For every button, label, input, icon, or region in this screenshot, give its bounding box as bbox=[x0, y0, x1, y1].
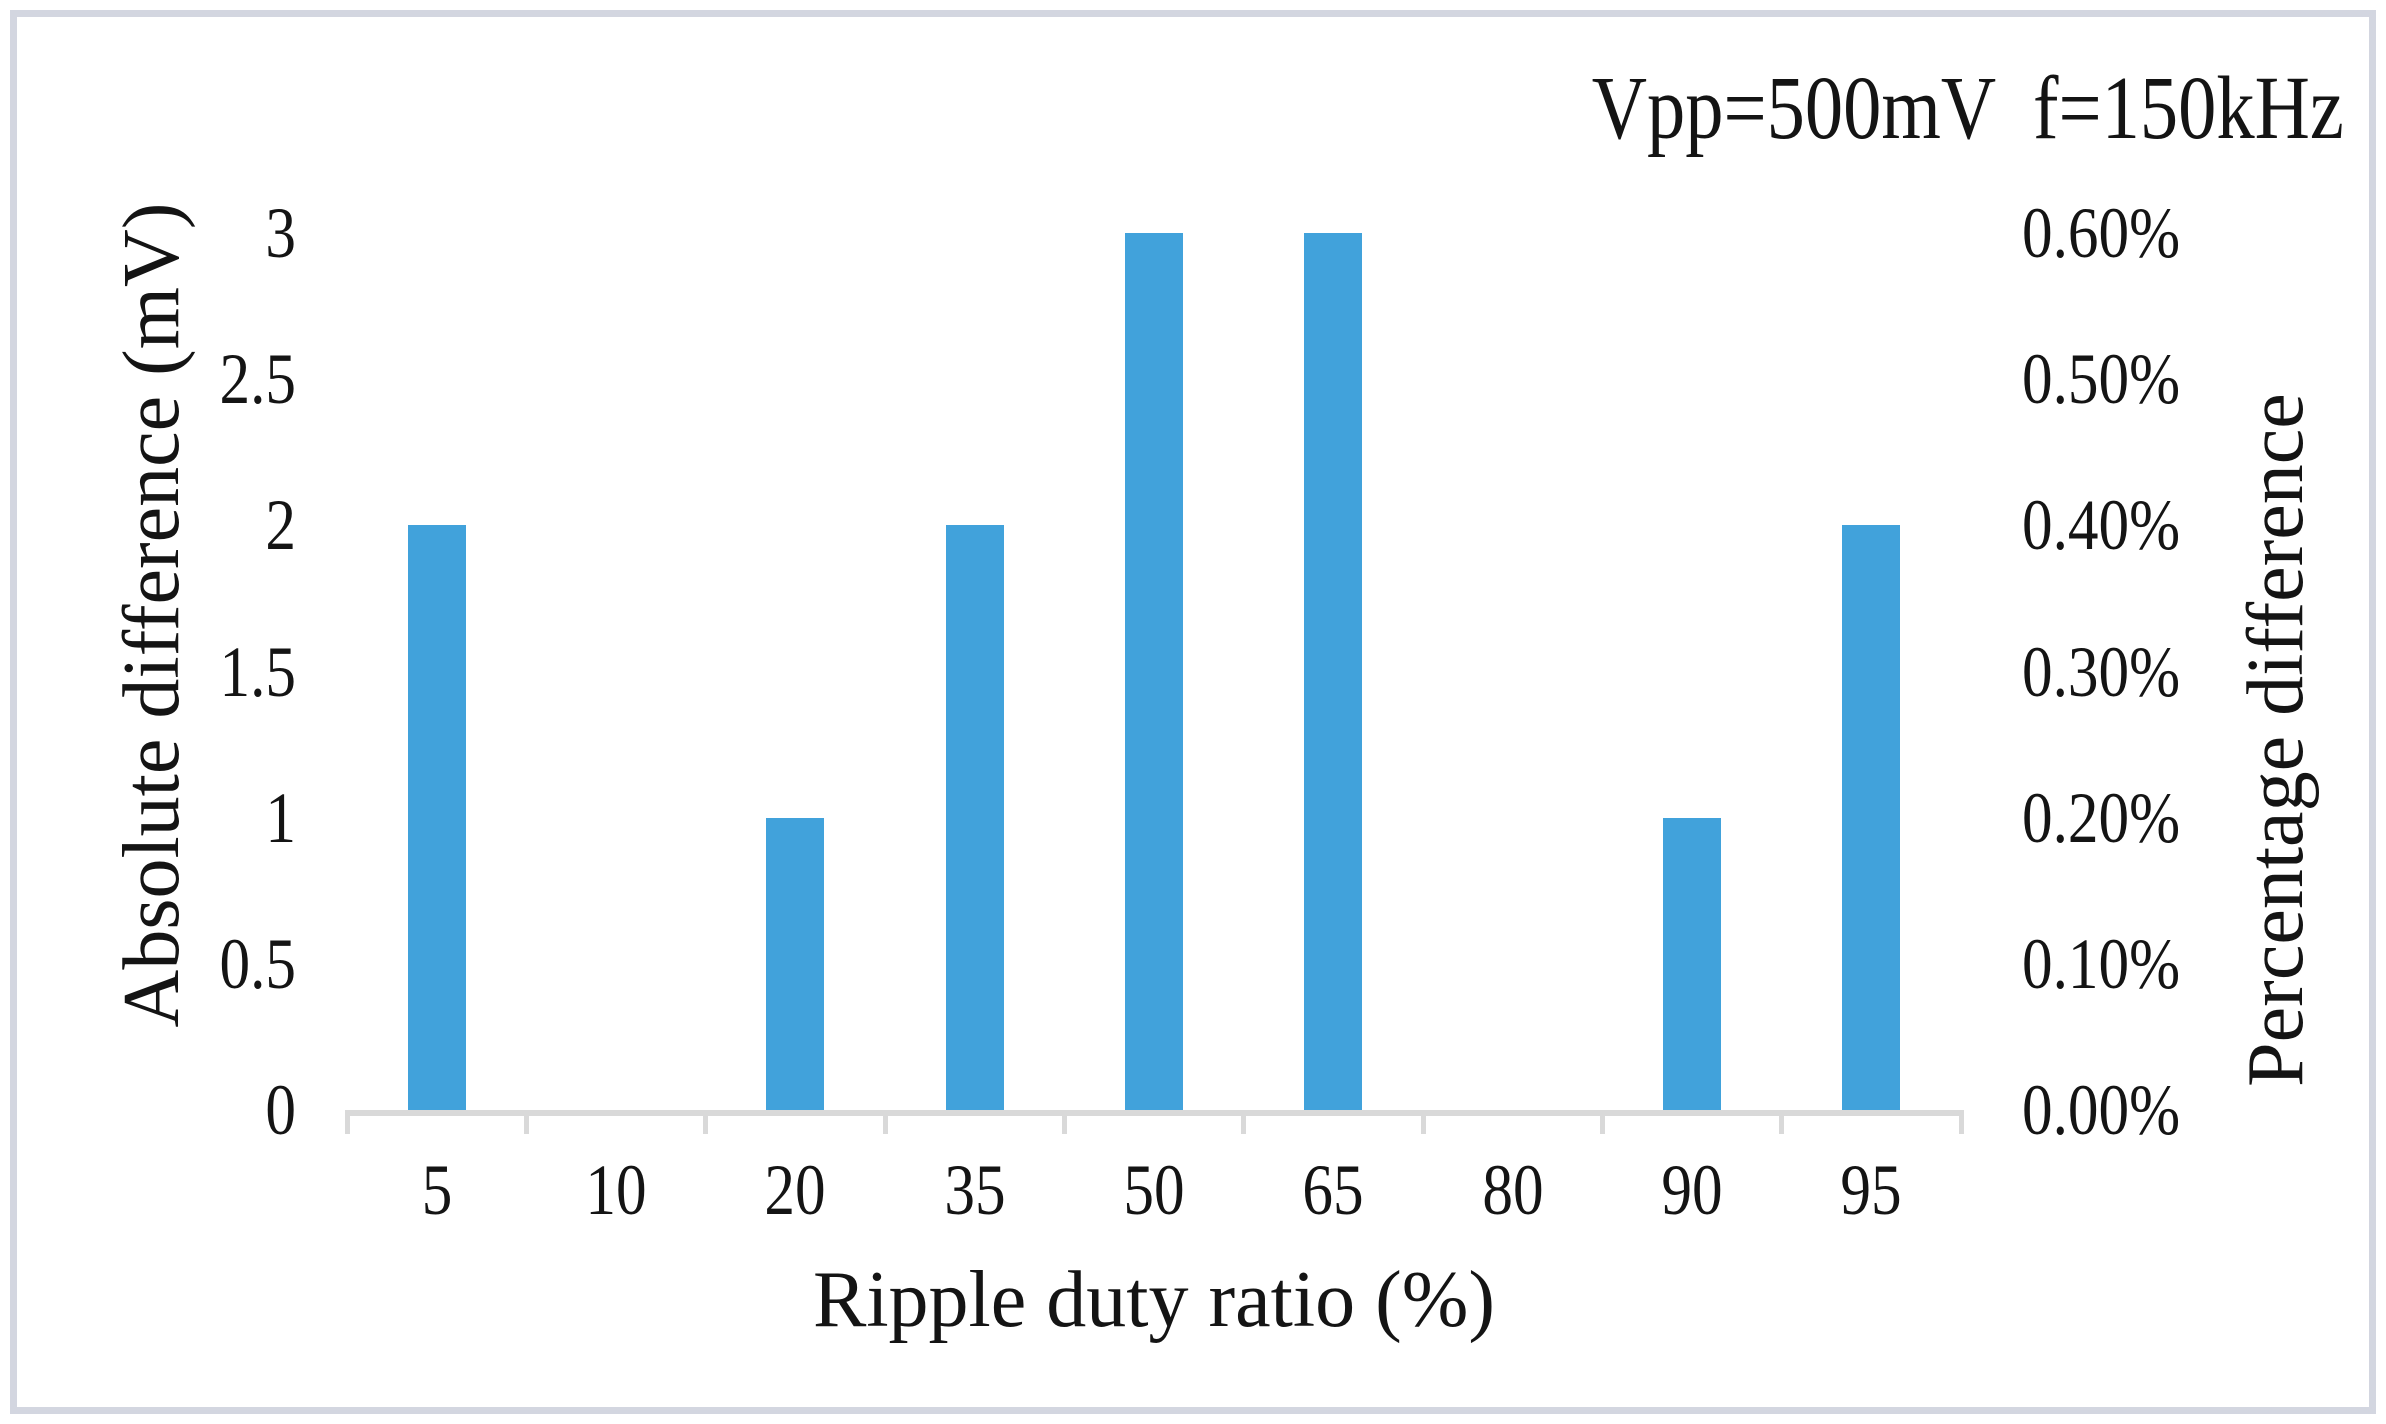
x-axis-title: Ripple duty ratio (%) bbox=[812, 1256, 1496, 1344]
left-tick-label: 3 bbox=[265, 193, 296, 273]
left-tick-label: 1 bbox=[265, 777, 296, 858]
x-tick-label: 50 bbox=[1123, 1150, 1185, 1230]
left-tick-label: 0 bbox=[265, 1070, 296, 1150]
bar bbox=[407, 525, 466, 1110]
x-axis-tick bbox=[1241, 1110, 1247, 1134]
left-tick-label: 2 bbox=[265, 485, 296, 566]
x-tick-label: 95 bbox=[1840, 1150, 1902, 1230]
right-tick-label: 0.20% bbox=[2022, 777, 2181, 858]
left-tick-label: 1.5 bbox=[219, 631, 297, 712]
x-axis-tick bbox=[1958, 1110, 1964, 1134]
bar bbox=[945, 525, 1004, 1110]
x-axis-line bbox=[347, 1110, 1961, 1116]
bar bbox=[1663, 817, 1721, 1110]
x-axis-tick bbox=[703, 1110, 709, 1134]
right-tick-label: 0.30% bbox=[2022, 631, 2181, 712]
right-tick-label: 0.50% bbox=[2022, 339, 2181, 420]
bar bbox=[1125, 233, 1183, 1110]
x-axis-tick bbox=[1599, 1110, 1605, 1134]
x-tick-label: 10 bbox=[585, 1150, 647, 1230]
x-axis-tick bbox=[344, 1110, 350, 1134]
x-axis-tick bbox=[1779, 1110, 1785, 1134]
x-axis-tick bbox=[1061, 1110, 1067, 1134]
chart-annotation: Vpp=500mV f=150kHz bbox=[1591, 59, 2344, 158]
x-tick-label: 20 bbox=[764, 1150, 826, 1230]
x-tick-label: 90 bbox=[1661, 1150, 1723, 1230]
bar bbox=[1842, 525, 1901, 1110]
right-tick-label: 0.00% bbox=[2022, 1070, 2181, 1150]
x-tick-label: 80 bbox=[1482, 1150, 1544, 1230]
x-axis-tick bbox=[523, 1110, 529, 1134]
x-tick-label: 65 bbox=[1302, 1150, 1364, 1230]
right-tick-label: 0.60% bbox=[2022, 193, 2181, 273]
left-tick-label: 0.5 bbox=[219, 923, 297, 1004]
bar bbox=[766, 817, 825, 1110]
right-tick-label: 0.40% bbox=[2022, 485, 2181, 566]
x-tick-label: 5 bbox=[421, 1150, 452, 1230]
left-axis-title: Absolute difference (mV) bbox=[108, 202, 196, 1028]
x-axis-tick bbox=[1420, 1110, 1426, 1134]
bar bbox=[1304, 233, 1363, 1110]
right-axis-title: Percentage difference bbox=[2232, 393, 2320, 1087]
x-axis-tick bbox=[882, 1110, 888, 1134]
right-tick-label: 0.10% bbox=[2022, 923, 2181, 1004]
x-tick-label: 35 bbox=[944, 1150, 1006, 1230]
left-tick-label: 2.5 bbox=[219, 339, 297, 420]
